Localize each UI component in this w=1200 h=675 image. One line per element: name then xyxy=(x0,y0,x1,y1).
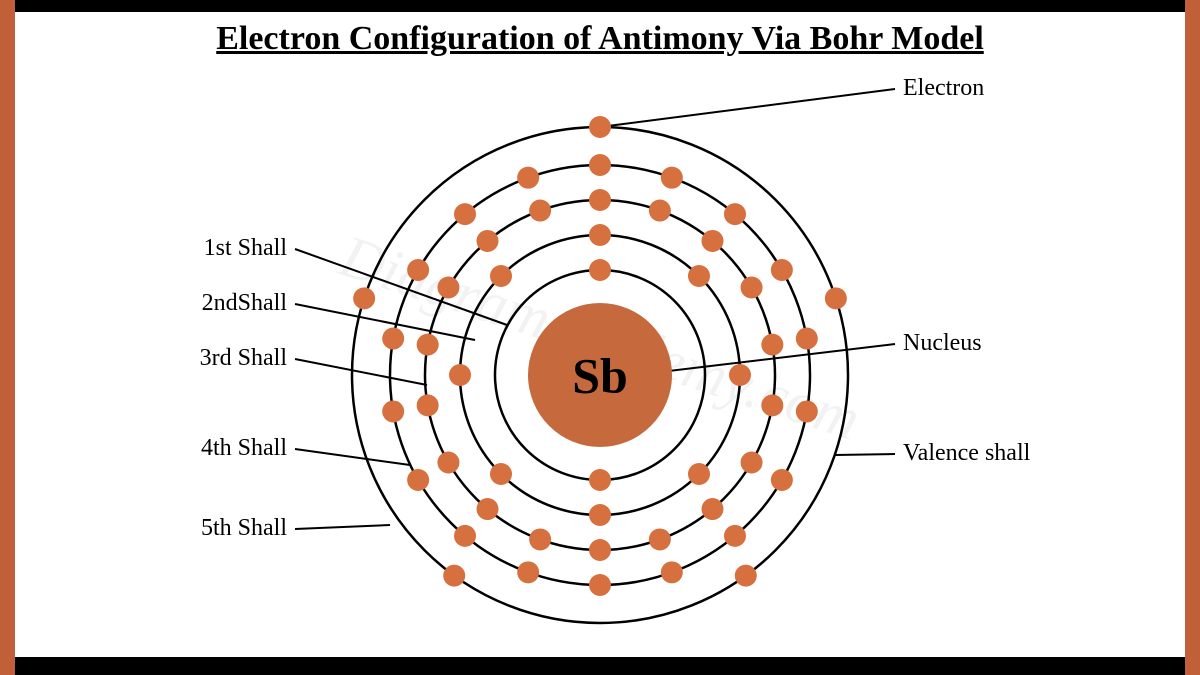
label-shell-5: 5th Shall xyxy=(201,515,287,542)
label-shell-2: 2ndShall xyxy=(202,290,287,317)
top-bar xyxy=(15,0,1185,12)
bohr-model-diagram: Sb Electron Nucleus Valence shall 1st Sh… xyxy=(15,60,1185,660)
bohr-svg: Sb xyxy=(15,60,1185,660)
label-electron: Electron xyxy=(903,75,984,102)
label-shell-4: 4th Shall xyxy=(201,435,287,462)
label-shell-3: 3rd Shall xyxy=(200,345,287,372)
page-title: Electron Configuration of Antimony Via B… xyxy=(15,20,1185,58)
label-valence: Valence shall xyxy=(903,440,1030,467)
label-shell-1: 1st Shall xyxy=(204,235,287,262)
svg-text:Sb: Sb xyxy=(572,348,628,404)
diagram-frame: Electron Configuration of Antimony Via B… xyxy=(15,0,1185,675)
label-nucleus: Nucleus xyxy=(903,330,982,357)
